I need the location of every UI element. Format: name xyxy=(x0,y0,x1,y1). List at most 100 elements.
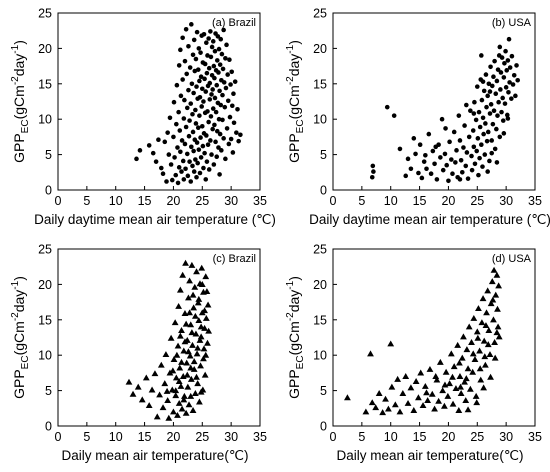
data-point xyxy=(223,85,229,91)
data-point-triangle xyxy=(455,359,463,366)
data-point-triangle xyxy=(480,384,488,391)
data-point-triangle xyxy=(382,395,389,402)
data-point-triangle xyxy=(195,295,203,302)
data-point xyxy=(229,103,235,109)
data-point-triangle xyxy=(189,291,197,298)
data-point xyxy=(191,169,197,174)
data-point-triangle xyxy=(477,376,485,383)
data-point xyxy=(369,174,375,180)
data-point xyxy=(507,65,513,70)
x-tick-label: 15 xyxy=(138,430,152,444)
data-point-triangle xyxy=(475,305,482,312)
data-point xyxy=(201,31,207,37)
data-point-triangle xyxy=(142,374,150,381)
data-point-triangle xyxy=(488,278,496,285)
data-point xyxy=(198,74,204,80)
data-point xyxy=(180,77,185,82)
data-point-triangle xyxy=(436,358,444,365)
data-point xyxy=(491,108,497,114)
data-point-triangle xyxy=(495,333,503,340)
data-point xyxy=(515,77,520,83)
data-point-triangle xyxy=(170,408,177,415)
data-point xyxy=(213,139,218,145)
y-tick-label: 5 xyxy=(45,384,52,398)
data-point xyxy=(223,56,228,61)
data-point xyxy=(206,36,211,41)
x-tick-label: 15 xyxy=(413,194,427,208)
panel-b-usa-daytime: 0 5 10 15 20 25 30 35 0 5 10 15 20 25 Daily daytime me… xyxy=(275,0,550,236)
data-point xyxy=(428,171,434,177)
data-point xyxy=(200,143,206,149)
y-tick-label: 20 xyxy=(313,42,327,56)
data-point xyxy=(505,58,511,63)
data-point xyxy=(187,118,192,123)
data-point xyxy=(175,145,180,150)
data-point xyxy=(391,113,397,118)
x-tick-label: 30 xyxy=(499,430,513,444)
data-point-triangle xyxy=(424,397,432,404)
data-point xyxy=(210,126,215,132)
data-point xyxy=(221,136,226,141)
data-point xyxy=(176,63,182,68)
y-tick-label: 15 xyxy=(38,77,52,91)
data-point xyxy=(499,55,505,60)
data-point xyxy=(212,122,217,128)
data-point-triangle xyxy=(412,377,420,384)
data-point-triangle xyxy=(471,356,479,362)
data-point-triangle xyxy=(167,334,175,341)
data-point-triangle xyxy=(391,401,399,408)
data-point-triangle xyxy=(466,385,474,392)
data-point xyxy=(501,75,507,80)
data-point xyxy=(189,144,194,150)
data-point xyxy=(223,156,228,162)
x-tick-label: 20 xyxy=(441,430,455,444)
data-point xyxy=(483,121,488,126)
data-point xyxy=(180,158,186,164)
data-point-triangle xyxy=(185,401,193,408)
data-point xyxy=(191,148,196,154)
x-tick-label: 0 xyxy=(330,430,337,444)
y-axis-label: GPPEC(gCm-2day-1) xyxy=(10,276,31,399)
data-point xyxy=(480,79,486,84)
data-point-triangle xyxy=(446,380,453,387)
data-point xyxy=(171,99,177,105)
data-point-triangle xyxy=(442,368,450,375)
data-point xyxy=(506,89,511,95)
data-point-triangle xyxy=(476,347,483,354)
data-point xyxy=(487,111,493,116)
data-point xyxy=(504,68,510,73)
data-point xyxy=(507,80,512,85)
data-point-triangle xyxy=(415,394,422,401)
data-point xyxy=(480,164,485,169)
data-point xyxy=(438,155,443,160)
data-point xyxy=(218,102,224,108)
data-point xyxy=(215,34,221,39)
data-point xyxy=(502,60,507,66)
data-point-triangle xyxy=(156,391,163,398)
data-point-triangle xyxy=(178,358,185,365)
data-point xyxy=(216,46,222,52)
data-point xyxy=(146,143,152,148)
data-point-triangle xyxy=(470,314,478,321)
data-point-triangle xyxy=(367,350,374,357)
data-point xyxy=(238,132,243,138)
data-point xyxy=(465,176,471,181)
data-point xyxy=(492,58,497,64)
data-point xyxy=(226,141,232,147)
data-point-triangle xyxy=(191,390,199,396)
data-point-triangle xyxy=(188,261,196,268)
x-tick-label: 20 xyxy=(166,194,180,208)
data-point xyxy=(432,161,437,167)
data-point xyxy=(510,82,516,87)
data-point-triangle xyxy=(472,392,480,399)
y-tick-label: 20 xyxy=(38,278,52,292)
data-point xyxy=(189,81,195,87)
x-tick-label: 25 xyxy=(195,430,209,444)
data-point-triangle xyxy=(440,402,448,409)
data-point xyxy=(210,106,216,111)
data-point xyxy=(206,167,212,172)
data-point xyxy=(499,109,504,115)
data-point-triangle xyxy=(190,304,198,311)
data-point-triangle xyxy=(494,323,502,330)
data-point-triangle xyxy=(375,390,383,396)
